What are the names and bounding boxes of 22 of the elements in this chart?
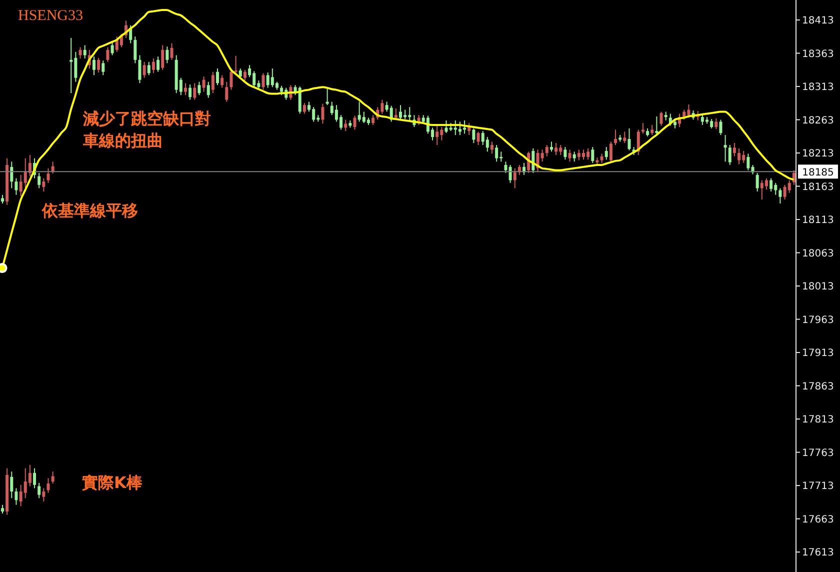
- y-tick-label: 17663: [802, 514, 834, 526]
- y-tick-label: 17963: [802, 314, 834, 326]
- y-tick-label: 17813: [802, 414, 834, 426]
- y-tick-label: 18063: [802, 248, 834, 260]
- y-tick-label: 18363: [802, 48, 834, 60]
- ref-line-label: 18185: [802, 168, 834, 179]
- y-tick-label: 18213: [802, 148, 834, 160]
- y-tick-label: 18163: [802, 182, 834, 193]
- text: HSENG33: [18, 8, 84, 25]
- y-tick-label: 17763: [802, 448, 834, 459]
- y-tick-label: 17713: [802, 481, 834, 492]
- y-tick-label: 18013: [802, 282, 834, 293]
- y-tick-label: 17863: [802, 381, 834, 392]
- y-tick-label: 18263: [802, 115, 834, 126]
- annotation: 減少了跳空缺口對車線的扭曲: [83, 108, 212, 152]
- y-tick-label: 18113: [802, 215, 834, 226]
- y-tick-label: 18413: [802, 16, 834, 27]
- annotation: 實際K棒: [82, 472, 144, 494]
- y-tick-label: 17913: [802, 348, 834, 360]
- y-tick-label: 17613: [802, 548, 834, 559]
- annotation: 依基準線平移: [42, 200, 139, 222]
- y-tick-label: 18313: [802, 82, 834, 94]
